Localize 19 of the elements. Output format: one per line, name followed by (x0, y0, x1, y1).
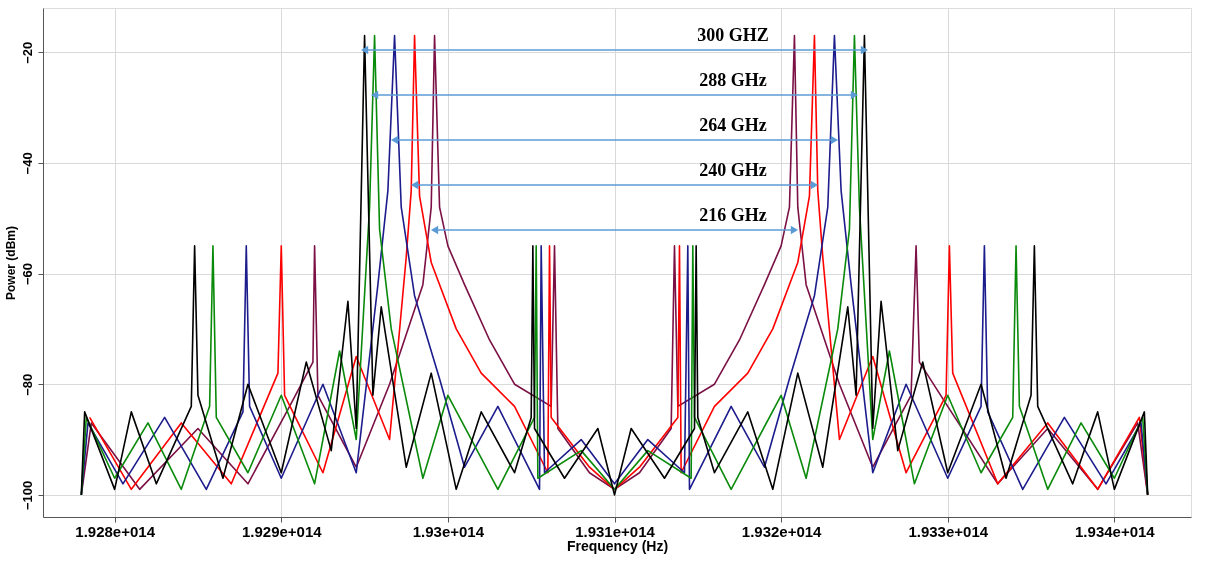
y-tick-label: −20 (19, 41, 35, 64)
x-tick-label: 1.934e+014 (1075, 522, 1156, 540)
x-tick-label: 1.928e+014 (75, 522, 156, 540)
y-tick-label: −80 (19, 373, 35, 396)
annotation: 300 GHZ (697, 25, 769, 45)
annotation: 240 GHz (699, 160, 767, 180)
y-axis-title: Power (dBm) (3, 225, 18, 301)
x-tick-label: 1.929e+014 (241, 522, 323, 540)
annotation: 288 GHz (699, 70, 767, 90)
annotation: 216 GHz (699, 205, 767, 225)
x-tick-label: 1.93e+014 (412, 522, 485, 540)
x-axis-title: Frequency (Hz) (566, 537, 669, 554)
y-tick-label: −40 (19, 152, 35, 175)
annotation: 264 GHz (699, 115, 767, 135)
y-tick-label: −60 (19, 263, 35, 286)
y-tick-label: −100 (19, 480, 35, 511)
x-tick-label: 1.933e+014 (908, 522, 989, 540)
x-tick-label: 1.931e+014 (575, 522, 656, 540)
x-tick-label: 1.932e+014 (741, 522, 823, 540)
